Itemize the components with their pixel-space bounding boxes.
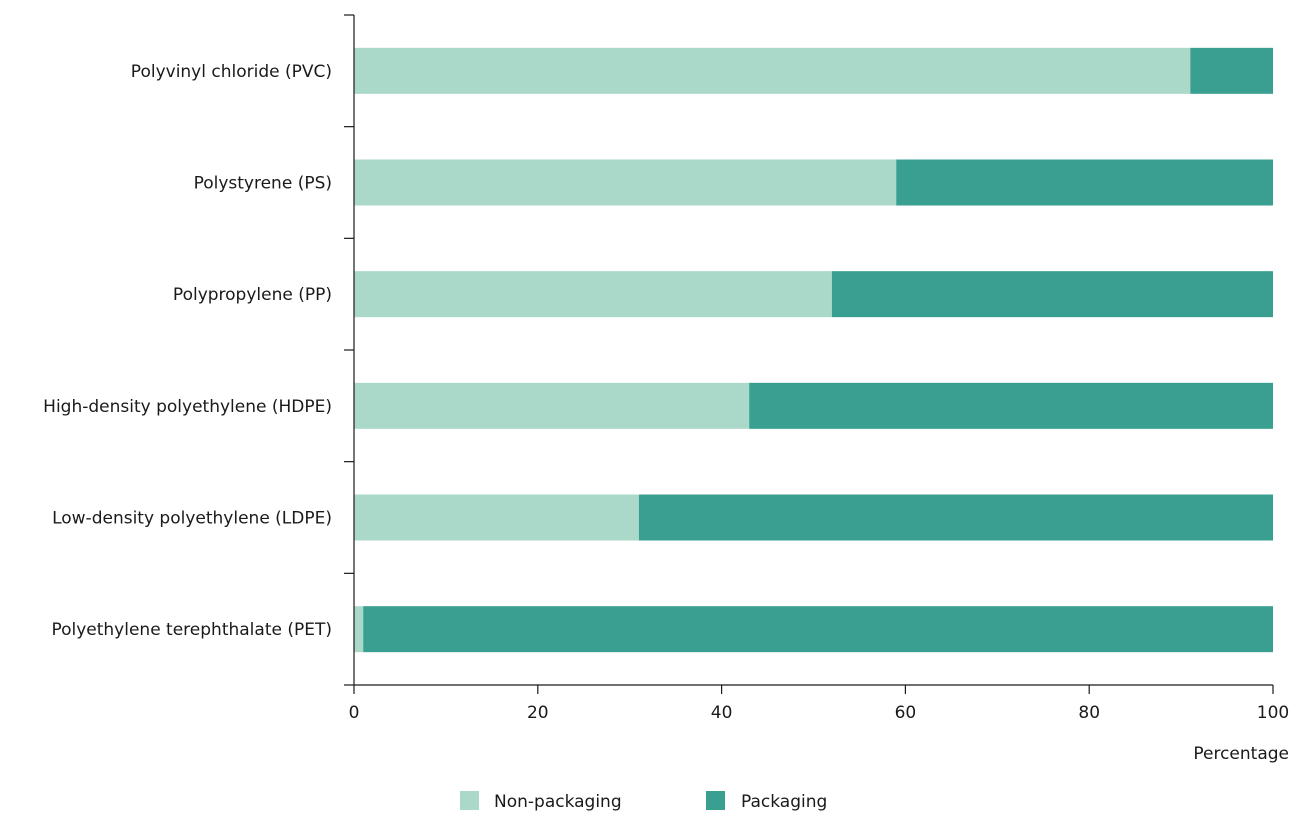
- legend-swatch-non-packaging: [460, 791, 479, 810]
- x-tick-label: 0: [349, 703, 360, 723]
- category-label: High-density polyethylene (HDPE): [43, 397, 332, 417]
- legend-label: Packaging: [741, 792, 827, 812]
- bar-non-packaging-2: [354, 271, 832, 318]
- category-label: Polystyrene (PS): [194, 174, 332, 194]
- axes-group: [344, 14, 1273, 686]
- bar-packaging-4: [638, 494, 1273, 541]
- x-axis-title: Percentage: [1193, 744, 1289, 764]
- bar-packaging-2: [831, 271, 1273, 318]
- bars-group: [354, 47, 1273, 653]
- category-label: Low-density polyethylene (LDPE): [52, 509, 332, 529]
- category-labels: Polyvinyl chloride (PVC) Polystyrene (PS)…: [43, 62, 332, 640]
- bar-packaging-0: [1190, 47, 1273, 94]
- x-tick-label: 20: [527, 703, 549, 723]
- category-label: Polyvinyl chloride (PVC): [131, 62, 332, 82]
- x-tick-label: 100: [1257, 703, 1289, 723]
- bar-non-packaging-5: [354, 606, 364, 653]
- category-label: Polyethylene terephthalate (PET): [51, 620, 332, 640]
- x-tick-label: 80: [1078, 703, 1100, 723]
- bar-non-packaging-1: [354, 159, 897, 206]
- bar-non-packaging-3: [354, 382, 750, 429]
- bar-packaging-1: [896, 159, 1273, 206]
- category-label: Polypropylene (PP): [173, 285, 332, 305]
- bar-non-packaging-4: [354, 494, 639, 541]
- legend: Non-packaging Packaging: [460, 791, 827, 812]
- bar-packaging-5: [363, 606, 1273, 653]
- legend-swatch-packaging: [706, 791, 725, 810]
- bar-packaging-3: [749, 382, 1273, 429]
- legend-label: Non-packaging: [494, 792, 622, 812]
- bar-non-packaging-0: [354, 47, 1191, 94]
- x-tick-label: 60: [895, 703, 917, 723]
- x-tick-label: 40: [711, 703, 733, 723]
- x-axis-ticks: 0 20 40 60 80 100: [349, 685, 1289, 723]
